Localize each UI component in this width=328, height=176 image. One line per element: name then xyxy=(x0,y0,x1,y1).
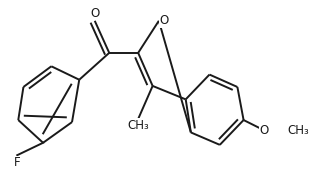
Text: F: F xyxy=(14,156,21,169)
Text: O: O xyxy=(160,14,169,27)
Text: CH₃: CH₃ xyxy=(287,124,309,137)
Text: O: O xyxy=(90,7,99,20)
Text: CH₃: CH₃ xyxy=(127,119,149,132)
Text: O: O xyxy=(260,124,269,137)
